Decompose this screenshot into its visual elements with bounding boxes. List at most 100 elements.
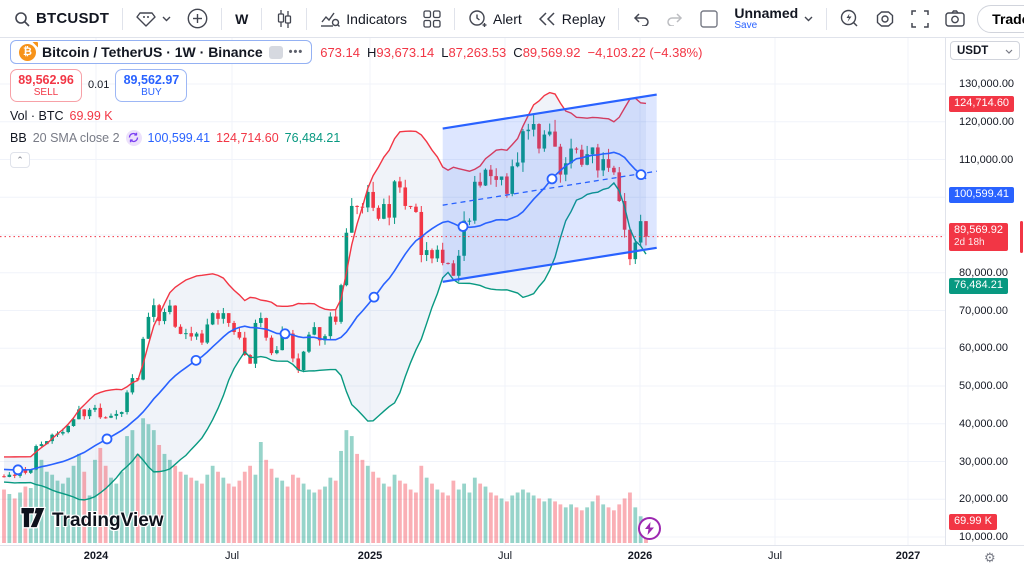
chart-style-button[interactable] (267, 5, 301, 33)
toolbar-separator (453, 7, 455, 30)
select-layout-checkbox[interactable] (692, 5, 726, 33)
fullscreen-button[interactable] (903, 5, 937, 33)
camera-icon (945, 10, 965, 27)
layout-name-button[interactable]: Unnamed Save (726, 5, 821, 33)
volume-indicator-row[interactable]: Vol · BTC 69.99 K (10, 109, 702, 123)
time-axis[interactable]: 2024 Jul 2025 Jul 2026 Jul 2027 (0, 545, 1024, 567)
selection-grip (101, 433, 113, 445)
indicators-button[interactable]: Indicators (312, 5, 415, 33)
layout-name: Unnamed (734, 4, 799, 21)
bb-indicator-row[interactable]: BB 20 SMA close 2 100,599.41 124,714.60 … (10, 129, 702, 146)
symbol-search-button[interactable]: BTCUSDT (6, 5, 117, 33)
chevron-down-icon (804, 16, 813, 22)
bb-lower-value: 76,484.21 (284, 130, 341, 145)
visibility-toggle-icon[interactable] (268, 45, 283, 59)
selection-grip (635, 169, 647, 181)
grid-lines (0, 38, 945, 545)
channel-middle-line (442, 170, 657, 206)
selection-grip (190, 354, 202, 366)
price-tick-label: 80,000.00 (959, 266, 1008, 279)
selection-grip (368, 291, 380, 303)
legend-collapse-button[interactable]: ⌃ (10, 151, 30, 168)
legend-symbol-title: Bitcoin / TetherUS · 1W · Binance (42, 44, 263, 60)
bitcoin-logo: ₿ (19, 43, 36, 61)
plus-circle-icon (187, 8, 208, 29)
ohlc-segment: C89,569.92 (513, 44, 581, 60)
settings-button[interactable] (867, 5, 903, 33)
ohlc-segment: 673.14 (320, 44, 360, 60)
currency-label: USDT (957, 44, 989, 57)
symbol-name: BTCUSDT (36, 10, 110, 27)
more-menu-icon[interactable]: ••• (288, 46, 304, 58)
chevron-down-icon (162, 16, 171, 22)
search-icon (14, 11, 30, 27)
sell-label: SELL (33, 87, 59, 99)
price-tick-label: 130,000.00 (959, 78, 1015, 90)
price-tick-label: 20,000.00 (959, 493, 1008, 506)
replay-button[interactable]: Replay (530, 5, 614, 33)
top-toolbar: BTCUSDT W (0, 0, 1024, 38)
alert-button[interactable]: Alert (460, 5, 530, 33)
redo-button[interactable] (658, 5, 692, 33)
currency-selector[interactable]: USDT (950, 41, 1020, 60)
candles-icon (275, 9, 293, 29)
selection-grip (457, 221, 469, 232)
toolbar-separator (122, 7, 124, 30)
bb-fill (4, 92, 646, 500)
bb-name: BB (10, 130, 27, 145)
fullscreen-icon (911, 9, 929, 28)
bb-upper-line (3, 91, 647, 458)
price-position-bar (1020, 220, 1023, 253)
gem-menu-button[interactable] (128, 5, 179, 33)
toolbar-separator (221, 7, 223, 30)
chart-layers (0, 38, 945, 545)
candles-layer (2, 114, 648, 479)
lightning-event-icon[interactable] (638, 517, 661, 540)
checkbox-icon (700, 9, 719, 28)
sync-icon[interactable] (125, 129, 142, 146)
buy-label: BUY (141, 87, 162, 99)
buy-price: 89,562.97 (123, 73, 180, 87)
interval-button[interactable]: W (227, 5, 256, 33)
price-chart-canvas[interactable] (0, 38, 945, 567)
legend-symbol-pill[interactable]: ₿ Bitcoin / TetherUS · 1W · Binance ••• (10, 40, 313, 64)
ohlc-segment: H93,673.14 (366, 44, 435, 60)
layout-grid-button[interactable] (415, 5, 449, 33)
spread-value: 0.01 (88, 79, 110, 92)
price-tick-label: 30,000.00 (959, 455, 1008, 468)
price-badge: 124,714.60 (949, 95, 1015, 112)
price-axis[interactable]: USDT 130,000.00120,000.00110,000.00100,0… (945, 38, 1024, 565)
selection-grip (546, 173, 558, 185)
volume-label: Vol · BTC (10, 108, 64, 123)
chart-area[interactable]: ₿ Bitcoin / TetherUS · 1W · Binance ••• … (0, 38, 1024, 567)
volume-bars (2, 418, 648, 543)
trade-button[interactable]: Trade (977, 4, 1024, 33)
sell-button[interactable]: 89,562.96 SELL (10, 69, 82, 102)
price-tick-label: 70,000.00 (959, 304, 1008, 317)
alert-label: Alert (492, 10, 522, 27)
selection-grip (12, 464, 24, 476)
channel-top-line (442, 93, 657, 130)
time-tick-label: Jul (497, 550, 513, 562)
time-tick-label: 2027 (895, 550, 921, 562)
bb-upper-value: 124,714.60 (216, 130, 279, 145)
snapshot-button[interactable] (937, 5, 973, 33)
channel-bottom-line (442, 246, 657, 283)
save-link[interactable]: Save (734, 19, 758, 31)
price-tick-label: 50,000.00 (959, 380, 1008, 392)
undo-button[interactable] (624, 5, 658, 33)
price-badge: 89,569.92 2d 18h (949, 222, 1008, 251)
time-tick-label: 2025 (357, 550, 383, 562)
alert-clock-icon (468, 9, 487, 28)
redo-icon (666, 12, 684, 26)
compare-add-button[interactable] (179, 5, 216, 33)
time-tick-label: Jul (767, 550, 783, 562)
axis-gear-icon[interactable]: ⚙ (984, 550, 996, 565)
toolbar-separator (826, 7, 828, 30)
price-badge: 76,484.21 (949, 278, 1008, 294)
quick-search-button[interactable] (832, 5, 867, 33)
toolbar-separator (306, 7, 308, 30)
buy-button[interactable]: 89,562.97 BUY (115, 69, 188, 102)
selection-grip (279, 328, 291, 340)
